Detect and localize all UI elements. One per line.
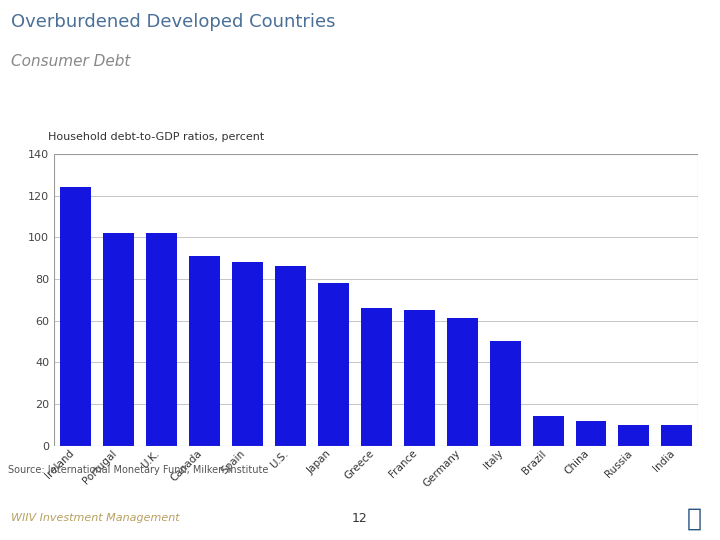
Bar <box>189 256 220 446</box>
Text: Source: International Monetary Fund, Milken Institute: Source: International Monetary Fund, Mil… <box>7 465 268 475</box>
Bar <box>575 421 606 446</box>
Text: WIIV Investment Management: WIIV Investment Management <box>11 513 179 523</box>
Bar <box>533 416 564 446</box>
Bar <box>618 424 649 445</box>
Bar <box>404 310 435 446</box>
Text: Overburdened Developed Countries: Overburdened Developed Countries <box>11 14 336 31</box>
Bar <box>146 233 177 446</box>
Bar <box>103 233 134 446</box>
Bar <box>662 424 693 445</box>
Text: Household debt-to-GDP ratios, percent: Household debt-to-GDP ratios, percent <box>48 132 264 142</box>
Bar <box>60 187 91 446</box>
Bar <box>446 319 477 445</box>
Bar <box>361 308 392 445</box>
Text: Consumer Debt: Consumer Debt <box>11 54 130 69</box>
Bar <box>490 341 521 446</box>
Text: Ⓦ: Ⓦ <box>687 506 702 530</box>
Bar <box>232 262 263 446</box>
Bar <box>54 154 698 446</box>
Bar <box>275 266 306 445</box>
Text: 12: 12 <box>352 511 368 525</box>
Bar <box>318 283 348 446</box>
